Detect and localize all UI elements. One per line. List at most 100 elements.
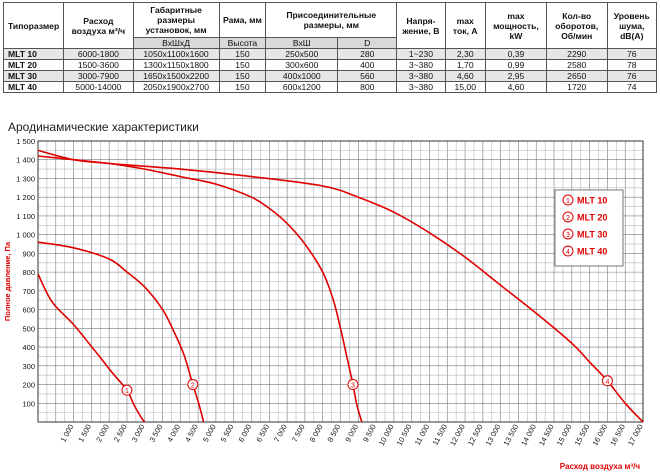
x-tick-label: 4 000 <box>165 423 182 444</box>
legend-marker-label: 2 <box>566 215 570 222</box>
x-tick-label: 6 500 <box>254 423 271 444</box>
header-frame: Рама, мм <box>218 2 267 38</box>
y-tick-label: 600 <box>22 306 35 315</box>
x-tick-label: 16 500 <box>608 423 627 447</box>
header-model: Типоразмер <box>2 2 65 49</box>
x-tick-label: 13 000 <box>484 423 503 447</box>
legend-marker <box>562 211 574 223</box>
legend-label: MLT 10 <box>577 196 607 206</box>
x-tick-label: 12 000 <box>448 423 467 447</box>
chart-title: Ародинамические характеристики <box>8 120 199 134</box>
plot-frame <box>37 140 644 423</box>
x-axis-label: Расход воздуха м³/ч <box>560 462 641 471</box>
x-tick-label: 7 000 <box>272 423 289 444</box>
x-tick-label: 10 000 <box>377 423 396 447</box>
legend-marker-label: 3 <box>566 232 570 239</box>
header-power: max мощность, kW <box>484 2 547 49</box>
x-tick-label: 16 000 <box>590 423 609 447</box>
x-tick-label: 3 000 <box>130 423 147 444</box>
header-rpm: Кол-во оборотов, Об/мин <box>545 2 608 49</box>
y-tick-label: 800 <box>22 268 35 277</box>
series-marker-label: 3 <box>351 383 355 390</box>
y-tick-label: 1 400 <box>16 156 35 165</box>
cell-model: MLT 40 <box>2 81 65 93</box>
x-tick-label: 15 500 <box>573 423 592 447</box>
x-tick-label: 2 500 <box>112 423 129 444</box>
cell-conn-d: 800 <box>337 81 398 93</box>
x-tick-label: 12 500 <box>466 423 485 447</box>
x-tick-label: 13 500 <box>501 423 520 447</box>
cell-current: 15,00 <box>444 81 486 93</box>
x-tick-label: 8 000 <box>308 423 325 444</box>
cell-power: 4,60 <box>484 81 547 93</box>
series-line <box>37 273 146 423</box>
legend-label: MLT 20 <box>577 213 607 223</box>
header-conn: Присоединительные размеры, мм <box>265 2 398 38</box>
series-marker <box>187 379 199 391</box>
table-row: MLT 30 3000-7900 1650x1500x2200 150 400x… <box>2 70 658 82</box>
series-marker-label: 4 <box>605 379 609 386</box>
series-marker-label: 2 <box>191 383 195 390</box>
x-tick-label: 5 500 <box>219 423 236 444</box>
cell-conn-wh: 600x1200 <box>265 81 339 93</box>
cell-power: 0,99 <box>484 59 547 71</box>
y-tick-label: 400 <box>22 343 35 352</box>
y-tick-label: 1 100 <box>16 212 35 221</box>
x-tick-label: 1 000 <box>59 423 76 444</box>
series-marker <box>347 379 359 391</box>
cell-current: 2,30 <box>444 48 486 60</box>
y-tick-label: 700 <box>22 287 35 296</box>
cell-dims: 2050x1900x2700 <box>132 81 220 93</box>
x-tick-label: 14 500 <box>537 423 556 447</box>
x-tick-label: 8 500 <box>326 423 343 444</box>
y-axis-label: Полное давление, Па <box>3 241 12 321</box>
legend-label: MLT 30 <box>577 230 607 240</box>
x-tick-label: 1 500 <box>76 423 93 444</box>
table-row: MLT 10 6000-1800 1050x1100x1600 150 250x… <box>2 48 658 60</box>
cell-frame: 150 <box>218 81 267 93</box>
table-row: MLT 40 5000-14000 2050x1900x2700 150 600… <box>2 81 658 93</box>
y-tick-label: 1 000 <box>16 231 35 240</box>
x-tick-label: 14 000 <box>519 423 538 447</box>
y-tick-label: 100 <box>22 399 35 408</box>
cell-model: MLT 30 <box>2 70 65 82</box>
series-marker <box>121 384 133 396</box>
x-tick-label: 7 500 <box>290 423 307 444</box>
legend-marker <box>562 194 574 206</box>
legend-marker <box>562 245 574 257</box>
series-marker <box>601 375 613 387</box>
y-tick-label: 1 200 <box>16 193 35 202</box>
x-tick-label: 6 000 <box>237 423 254 444</box>
x-tick-label: 17 000 <box>626 423 645 447</box>
series-marker-label: 1 <box>125 388 129 395</box>
header-current: max ток, A <box>444 2 486 49</box>
legend-marker <box>562 228 574 240</box>
legend-marker-label: 4 <box>566 249 570 256</box>
spec-table: Типоразмер Расход воздуха м³/ч Габаритны… <box>2 2 658 93</box>
cell-conn-wh: 250x500 <box>265 48 339 60</box>
x-tick-label: 2 000 <box>94 423 111 444</box>
y-tick-label: 1 300 <box>16 174 35 183</box>
x-tick-label: 3 500 <box>148 423 165 444</box>
x-tick-label: 4 500 <box>183 423 200 444</box>
x-tick-label: 9 500 <box>361 423 378 444</box>
legend-marker-label: 1 <box>566 198 570 205</box>
cell-airflow: 5000-14000 <box>63 81 134 93</box>
header-airflow: Расход воздуха м³/ч <box>63 2 134 49</box>
cell-current: 4,60 <box>444 70 486 82</box>
x-tick-label: 11 500 <box>431 423 449 447</box>
y-tick-label: 300 <box>22 362 35 371</box>
header-noise: Уровень шума, dB(A) <box>606 2 658 49</box>
cell-noise: 74 <box>606 81 658 93</box>
cell-rpm: 1720 <box>545 81 608 93</box>
x-tick-label: 10 500 <box>395 423 414 447</box>
y-tick-label: 500 <box>22 324 35 333</box>
cell-noise: 76 <box>606 70 658 82</box>
legend-label: MLT 40 <box>577 247 607 257</box>
header-voltage: Напря-жение, В <box>396 2 446 49</box>
series-line <box>37 149 644 423</box>
series-line <box>37 241 205 423</box>
header-dims: Габаритные размеры установок, мм <box>132 2 220 38</box>
y-tick-label: 1 500 <box>16 137 35 146</box>
